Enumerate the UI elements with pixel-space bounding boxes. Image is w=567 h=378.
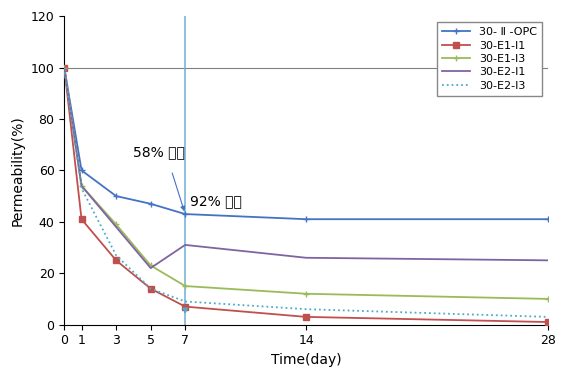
30-E2-I3 [113,253,120,257]
30-E2-I1 [78,183,85,188]
30-E1-I1 [147,287,154,291]
X-axis label: Time(day): Time(day) [271,353,341,367]
30-E1-I1 [182,304,189,309]
30- Ⅱ -OPC [61,65,67,70]
30- Ⅱ -OPC [78,168,85,173]
Text: 92% 감소: 92% 감소 [191,194,242,208]
30-E1-I1 [113,258,120,263]
30-E1-I3 [544,297,551,301]
30-E1-I3 [113,222,120,227]
30- Ⅱ -OPC [182,212,189,216]
30-E1-I1 [303,314,310,319]
Text: 58% 감소: 58% 감소 [133,146,185,160]
Legend: 30- Ⅱ -OPC, 30-E1-I1, 30-E1-I3, 30-E2-I1, 30-E2-I3: 30- Ⅱ -OPC, 30-E1-I1, 30-E1-I3, 30-E2-I1… [437,22,543,96]
30-E1-I3 [61,65,67,70]
Line: 30-E2-I3: 30-E2-I3 [64,68,548,317]
30-E2-I3 [78,186,85,191]
30-E2-I1 [61,65,67,70]
Y-axis label: Permeability(%): Permeability(%) [11,115,25,226]
30-E1-I1 [544,320,551,324]
30-E2-I1 [113,225,120,229]
Line: 30-E2-I1: 30-E2-I1 [64,68,548,268]
30-E2-I1 [544,258,551,263]
30-E1-I3 [303,291,310,296]
30-E1-I3 [182,284,189,288]
30- Ⅱ -OPC [303,217,310,222]
30-E2-I3 [303,307,310,311]
30- Ⅱ -OPC [544,217,551,222]
30-E2-I1 [147,266,154,270]
30-E2-I3 [544,314,551,319]
30-E1-I3 [78,183,85,188]
Line: 30-E1-I3: 30-E1-I3 [61,64,552,302]
30-E2-I3 [147,287,154,291]
30-E2-I3 [61,65,67,70]
30-E2-I3 [182,299,189,304]
30-E1-I1 [78,217,85,222]
Line: 30-E1-I1: 30-E1-I1 [61,65,551,325]
Line: 30- Ⅱ -OPC: 30- Ⅱ -OPC [61,64,552,223]
30- Ⅱ -OPC [113,194,120,198]
30-E1-I3 [147,263,154,268]
30-E2-I1 [182,243,189,247]
30- Ⅱ -OPC [147,201,154,206]
30-E1-I1 [61,65,67,70]
30-E2-I1 [303,256,310,260]
